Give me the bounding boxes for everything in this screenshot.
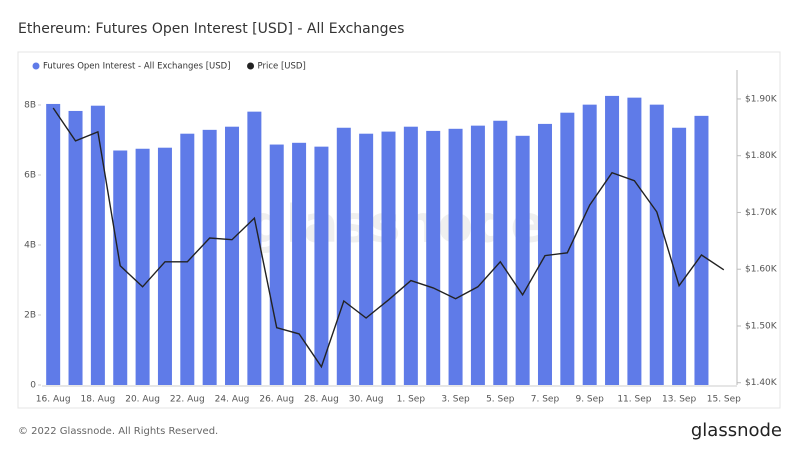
bar (292, 142, 307, 385)
bar (627, 97, 642, 386)
chart-frame (17, 51, 781, 409)
y-tick-label: 4B (24, 241, 36, 251)
x-tick-label: 30. Aug (349, 395, 384, 405)
bar (359, 133, 374, 385)
bar (202, 129, 217, 385)
y-tick-label: 2B (24, 311, 36, 321)
x-tick-label: 24. Aug (215, 395, 250, 405)
y2-tick-label: $1.80K (745, 151, 778, 161)
bar (46, 103, 61, 385)
bar (515, 135, 530, 385)
legend-marker (247, 62, 255, 70)
x-tick-label: 11. Sep (617, 395, 651, 405)
bar (247, 111, 262, 386)
bar (448, 128, 463, 386)
y2-tick-label: $1.60K (745, 265, 778, 275)
legend-label: Futures Open Interest - All Exchanges [U… (43, 62, 231, 72)
x-tick-label: 7. Sep (531, 395, 560, 405)
y-tick-label: 0 (30, 381, 36, 391)
x-tick-label: 26. Aug (259, 395, 294, 405)
bar (135, 148, 150, 385)
bar (157, 147, 172, 385)
bar (403, 126, 418, 385)
brand: glassnode (691, 420, 782, 441)
y2-tick-label: $1.50K (745, 321, 778, 331)
y2-tick-label: $1.70K (745, 208, 778, 218)
price-line (52, 107, 725, 369)
bar (470, 125, 485, 386)
x-tick-label: 3. Sep (441, 395, 470, 405)
legend-label: Price [USD] (258, 62, 306, 72)
x-tick-label: 16. Aug (36, 395, 71, 405)
bar (314, 146, 329, 385)
y-tick-label: 6B (24, 171, 36, 181)
x-tick-label: 5. Sep (486, 395, 515, 405)
bar (605, 95, 620, 386)
x-tick-label: 9. Sep (575, 395, 604, 405)
bar (68, 110, 83, 385)
bar (537, 123, 552, 386)
y-tick-label: 8B (24, 101, 36, 111)
bar (649, 104, 664, 386)
y2-tick-label: $1.90K (745, 94, 778, 104)
x-tick-label: 28. Aug (304, 395, 339, 405)
chart-title: Ethereum: Futures Open Interest [USD] - … (18, 21, 404, 37)
x-tick-label: 15. Sep (707, 395, 741, 405)
footer: © 2022 Glassnode. All Rights Reserved. (18, 426, 218, 437)
bar (560, 112, 575, 385)
x-tick-label: 20. Aug (125, 395, 160, 405)
bar (672, 127, 687, 385)
legend-marker (32, 62, 40, 70)
bar (694, 115, 709, 385)
x-tick-label: 1. Sep (397, 395, 426, 405)
bar (180, 133, 195, 385)
bar (426, 130, 441, 385)
x-tick-label: 22. Aug (170, 395, 205, 405)
x-tick-label: 18. Aug (81, 395, 116, 405)
bar (493, 120, 508, 385)
bar (582, 104, 597, 386)
bar (113, 150, 128, 385)
bar (381, 131, 396, 385)
bar (225, 126, 240, 385)
bar (90, 105, 105, 385)
y2-tick-label: $1.40K (745, 378, 778, 388)
x-tick-label: 13. Sep (662, 395, 696, 405)
bar (336, 127, 351, 385)
bar (269, 144, 284, 385)
